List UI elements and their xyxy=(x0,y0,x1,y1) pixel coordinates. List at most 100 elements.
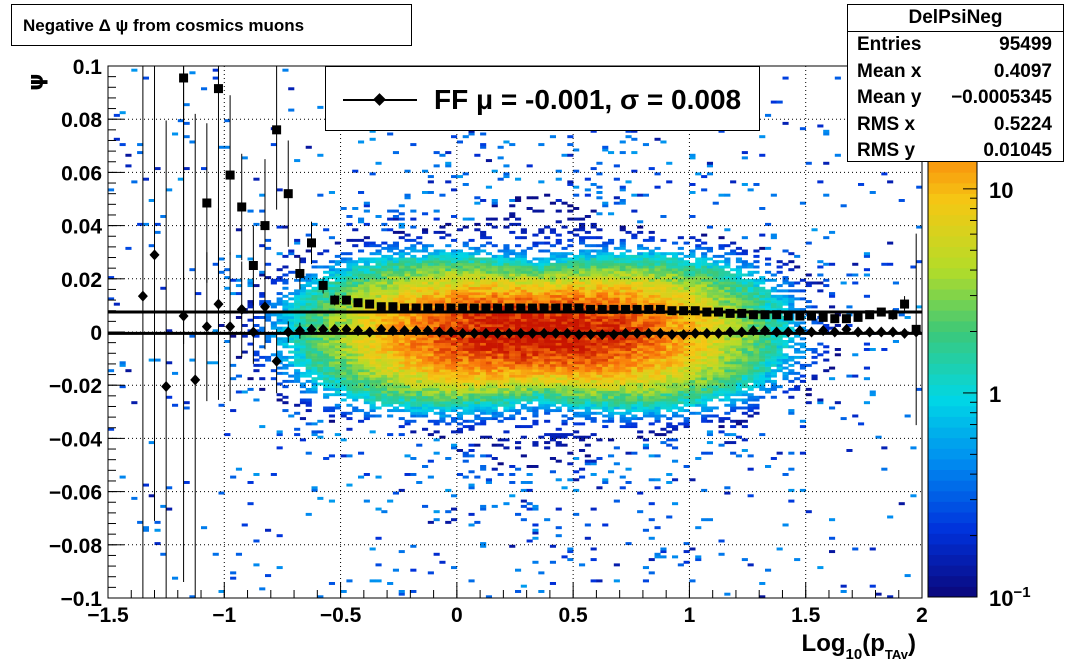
heatmap-cell xyxy=(451,252,458,256)
heatmap-cell xyxy=(305,403,312,407)
heatmap-cell xyxy=(584,358,591,362)
heatmap-cell xyxy=(474,345,481,349)
heatmap-cell xyxy=(520,393,527,397)
heatmap-cell xyxy=(387,273,394,277)
heatmap-cell xyxy=(352,361,359,365)
heatmap-cell xyxy=(468,286,475,290)
heatmap-cell xyxy=(416,443,423,447)
heatmap-cell xyxy=(555,260,562,264)
heatmap-cell xyxy=(625,276,632,280)
heatmap-cell xyxy=(625,318,632,322)
heatmap-cell xyxy=(555,361,562,365)
heatmap-cell xyxy=(404,340,411,343)
heatmap-cell xyxy=(515,393,522,397)
heatmap-cell xyxy=(642,337,650,341)
heatmap-cell xyxy=(549,321,557,325)
heatmap-cell xyxy=(672,377,679,381)
heatmap-cell xyxy=(288,305,295,309)
heatmap-cell xyxy=(567,337,574,341)
heatmap-cell xyxy=(526,334,533,338)
heatmap-cell xyxy=(363,355,370,359)
heatmap-cell xyxy=(387,401,394,405)
heatmap-cell xyxy=(515,395,522,399)
heatmap-cell xyxy=(677,563,684,567)
heatmap-cell xyxy=(590,244,597,248)
heatmap-cell xyxy=(648,379,655,383)
heatmap-cell xyxy=(323,292,330,296)
heatmap-cell xyxy=(468,398,475,402)
heatmap-cell xyxy=(526,321,533,325)
heatmap-cell xyxy=(648,324,655,327)
heatmap-cell xyxy=(602,371,609,375)
heatmap-cell xyxy=(148,441,155,445)
heatmap-cell xyxy=(555,257,562,261)
heatmap-cell xyxy=(404,350,411,354)
heatmap-cell xyxy=(416,401,423,405)
heatmap-cell xyxy=(125,369,132,373)
heatmap-cell xyxy=(445,233,452,237)
heatmap-cell xyxy=(532,414,539,418)
heatmap-cell xyxy=(608,270,615,274)
heatmap-cell xyxy=(311,316,318,319)
heatmap-cell xyxy=(602,246,609,250)
heatmap-cell xyxy=(299,398,307,402)
heatmap-cell xyxy=(328,374,336,378)
heatmap-cell xyxy=(410,254,417,258)
heatmap-cell xyxy=(660,278,667,282)
heatmap-cell xyxy=(642,350,650,354)
heatmap-cell xyxy=(474,289,481,293)
heatmap-cell xyxy=(480,276,487,280)
heatmap-cell xyxy=(398,371,405,375)
heatmap-cell xyxy=(462,273,469,277)
heatmap-cell xyxy=(549,281,557,285)
heatmap-cell xyxy=(299,257,307,261)
heatmap-cell xyxy=(328,308,336,312)
heatmap-cell xyxy=(427,398,434,402)
heatmap-cell xyxy=(666,366,673,370)
heatmap-cell xyxy=(433,254,440,258)
heatmap-cell xyxy=(468,345,475,349)
heatmap-cell xyxy=(404,238,411,242)
heatmap-cell xyxy=(666,409,673,413)
heatmap-cell xyxy=(294,337,301,341)
heatmap-cell xyxy=(317,308,324,312)
heatmap-cell xyxy=(427,289,434,293)
heatmap-cell xyxy=(299,297,307,301)
heatmap-cell xyxy=(573,345,580,349)
heatmap-cell xyxy=(282,273,289,277)
heatmap-cell xyxy=(637,278,644,282)
heatmap-cell xyxy=(555,262,562,266)
heatmap-cell xyxy=(183,481,190,484)
heatmap-cell xyxy=(485,395,493,399)
heatmap-cell xyxy=(154,222,161,226)
heatmap-cell xyxy=(369,289,376,293)
heatmap-cell xyxy=(544,292,551,296)
heatmap-cell xyxy=(422,276,429,280)
heatmap-cell xyxy=(491,244,498,248)
heatmap-cell xyxy=(561,276,568,280)
heatmap-cell xyxy=(445,257,452,261)
heatmap-cell xyxy=(474,417,481,421)
heatmap-cell xyxy=(422,246,429,250)
heatmap-cell xyxy=(352,382,359,386)
heatmap-cell xyxy=(509,284,516,288)
heatmap-cell xyxy=(340,278,347,282)
heatmap-cell xyxy=(439,435,446,439)
heatmap-cell xyxy=(230,377,237,381)
heatmap-cell xyxy=(648,393,655,397)
heatmap-cell xyxy=(561,395,568,399)
heatmap-cell xyxy=(334,318,341,322)
heatmap-cell xyxy=(660,254,667,258)
heatmap-cell xyxy=(648,257,655,261)
heatmap-cell xyxy=(288,252,295,256)
heatmap-cell xyxy=(642,358,650,362)
heatmap-cell xyxy=(427,520,434,524)
heatmap-cell xyxy=(648,478,655,482)
heatmap-cell xyxy=(456,300,464,304)
heatmap-cell xyxy=(451,507,458,511)
heatmap-cell xyxy=(282,340,289,343)
heatmap-cell xyxy=(410,390,417,394)
heatmap-cell xyxy=(555,379,562,383)
heatmap-cell xyxy=(468,454,475,458)
heatmap-cell xyxy=(503,395,510,399)
